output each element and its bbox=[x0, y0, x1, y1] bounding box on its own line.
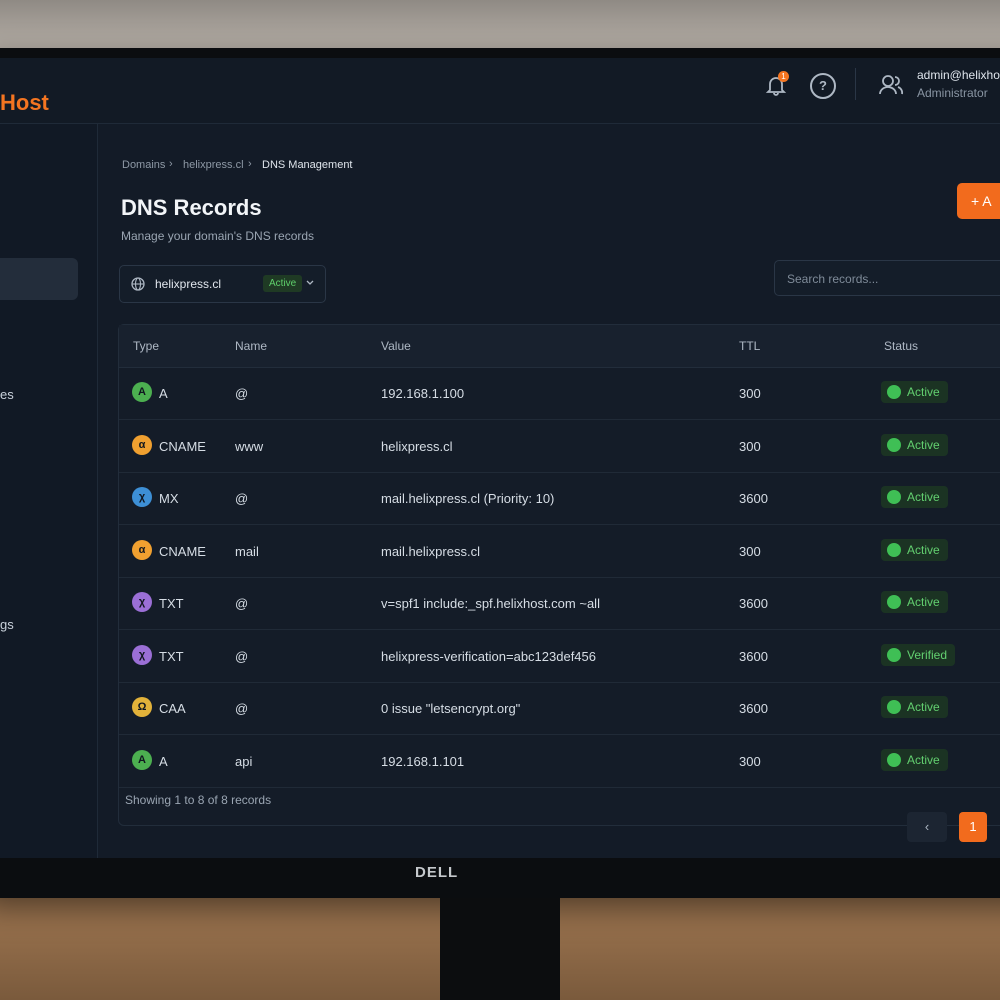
type-icon: A bbox=[132, 749, 152, 770]
record-status: Active bbox=[881, 381, 948, 403]
record-value: mail.helixpress.cl bbox=[381, 543, 480, 559]
record-name: @ bbox=[235, 648, 249, 664]
type-icon: Ω bbox=[132, 697, 152, 717]
domain-name: helixpress.cl bbox=[155, 277, 222, 291]
column-header: Type bbox=[133, 339, 160, 353]
monitor-brand: DELL bbox=[415, 864, 459, 881]
record-status: Active bbox=[881, 591, 948, 613]
record-row[interactable]: α CNAME mail mail.helixpress.cl 300 Active bbox=[119, 525, 1000, 578]
type-icon: χ bbox=[132, 592, 152, 612]
record-type: A bbox=[159, 753, 168, 769]
records-table: Type Name Value TTL Status A A @192.168.1.100 3… bbox=[118, 324, 1000, 826]
record-type: MX bbox=[159, 491, 179, 506]
record-status: Active bbox=[881, 696, 948, 718]
chevron-down bbox=[306, 280, 314, 285]
record-name: @ bbox=[235, 491, 249, 506]
breadcrumb-item: DNS Management bbox=[262, 159, 353, 171]
record-value: 192.168.1.100 bbox=[381, 386, 465, 401]
record-name: mail bbox=[235, 543, 259, 559]
domain-status: Active bbox=[263, 275, 303, 292]
record-type: CNAME bbox=[159, 543, 206, 559]
user-icon bbox=[879, 75, 904, 95]
add-button-label: A bbox=[982, 193, 992, 209]
record-type: TXT bbox=[159, 596, 184, 611]
pagination-page[interactable]: 1 bbox=[959, 812, 987, 842]
help-button[interactable]: ? bbox=[810, 73, 836, 99]
record-ttl: 3600 bbox=[739, 648, 768, 664]
sidebar: es gs bbox=[0, 124, 98, 858]
record-ttl: 3600 bbox=[739, 596, 768, 611]
sidebar-item[interactable]: es bbox=[0, 387, 14, 402]
page-title: DNS Records bbox=[121, 195, 262, 220]
record-ttl: 3600 bbox=[739, 491, 768, 506]
monitor-stand bbox=[440, 898, 560, 1000]
record-status: Active bbox=[881, 748, 948, 771]
type-icon: A bbox=[132, 382, 152, 402]
table-header: Type Name Value TTL Status bbox=[119, 325, 1000, 368]
notification-badge: 1 bbox=[778, 71, 789, 82]
page-subtitle: Manage your domain's DNS records bbox=[121, 229, 315, 243]
breadcrumb-separator: › bbox=[248, 158, 252, 170]
table-summary: Showing 1 to 8 of 8 records bbox=[125, 793, 272, 807]
record-value: 192.168.1.101 bbox=[381, 753, 465, 769]
record-type: A bbox=[159, 386, 168, 401]
screen: Host 1 ? admin@helixhost Administrator e… bbox=[0, 58, 1000, 858]
record-row[interactable]: χ TXT @ v=spf1 include:_spf.helixhost.com ~… bbox=[119, 577, 1000, 630]
breadcrumb-item[interactable]: Domains bbox=[122, 159, 166, 171]
record-status: Active bbox=[881, 486, 948, 508]
record-row[interactable]: Ω CAA @0 issue "letsencrypt.org" 3600 Active bbox=[119, 682, 1000, 735]
record-row[interactable]: A A @192.168.1.100 300 Active bbox=[119, 367, 1000, 420]
column-header: Name bbox=[235, 339, 268, 353]
record-ttl: 300 bbox=[739, 543, 761, 559]
search-input[interactable]: Search records... bbox=[774, 260, 1000, 296]
domain-select[interactable]: helixpress.cl Active bbox=[119, 265, 326, 303]
user-email[interactable]: admin@helixhost bbox=[917, 68, 1000, 82]
add-record-button[interactable]: + A bbox=[957, 183, 1000, 219]
record-status: Verified bbox=[881, 643, 956, 666]
record-value: 0 issue "letsencrypt.org" bbox=[381, 701, 521, 716]
type-icon: χ bbox=[132, 487, 152, 507]
sidebar-item[interactable]: gs bbox=[0, 617, 14, 632]
column-header: Status bbox=[884, 339, 919, 353]
notifications-button[interactable]: 1 bbox=[765, 71, 789, 96]
record-status: Active bbox=[881, 538, 948, 561]
record-name: api bbox=[235, 753, 253, 769]
type-icon: χ bbox=[132, 644, 152, 665]
record-row[interactable]: α CNAME www helixpress.cl 300 Active bbox=[119, 420, 1000, 473]
record-name: www bbox=[235, 438, 264, 454]
column-header: Value bbox=[381, 339, 411, 353]
record-value: helixpress.cl bbox=[381, 438, 453, 454]
user-role: Administrator bbox=[917, 86, 988, 100]
breadcrumb-separator: › bbox=[169, 158, 173, 170]
record-name: @ bbox=[235, 596, 249, 611]
record-value: helixpress-verification=abc123def456 bbox=[381, 648, 596, 664]
record-value: v=spf1 include:_spf.helixhost.com ~all bbox=[381, 596, 600, 611]
record-name: @ bbox=[235, 701, 249, 716]
record-value: mail.helixpress.cl (Priority: 10) bbox=[381, 491, 555, 506]
pagination-prev[interactable]: ‹ bbox=[907, 812, 947, 842]
record-type: CNAME bbox=[159, 438, 206, 454]
column-header: TTL bbox=[739, 339, 761, 353]
top-bar: Host 1 ? admin@helixhost Administrator bbox=[0, 58, 1000, 124]
sidebar-active-item[interactable] bbox=[0, 258, 78, 300]
record-type: CAA bbox=[159, 701, 186, 716]
record-ttl: 3600 bbox=[739, 701, 768, 716]
record-name: @ bbox=[235, 386, 249, 401]
record-ttl: 300 bbox=[739, 438, 761, 454]
record-ttl: 300 bbox=[739, 753, 761, 769]
record-ttl: 300 bbox=[739, 386, 761, 401]
brand-logo[interactable]: Host bbox=[0, 90, 49, 115]
record-row[interactable]: χ TXT @ helixpress-verification=abc123def45… bbox=[119, 630, 1000, 683]
type-icon: α bbox=[132, 539, 152, 560]
breadcrumb-item[interactable]: helixpress.cl bbox=[183, 159, 244, 171]
record-row[interactable]: χ MX @ mail.helixpress.cl (Priority: 10) 360… bbox=[119, 472, 1000, 525]
globe-icon bbox=[131, 277, 145, 291]
divider bbox=[855, 68, 856, 100]
record-status: Active bbox=[881, 433, 948, 456]
type-icon: α bbox=[132, 434, 152, 455]
record-type: TXT bbox=[159, 648, 184, 664]
content: DNS Records Manage your domain's DNS rec… bbox=[0, 58, 1000, 858]
